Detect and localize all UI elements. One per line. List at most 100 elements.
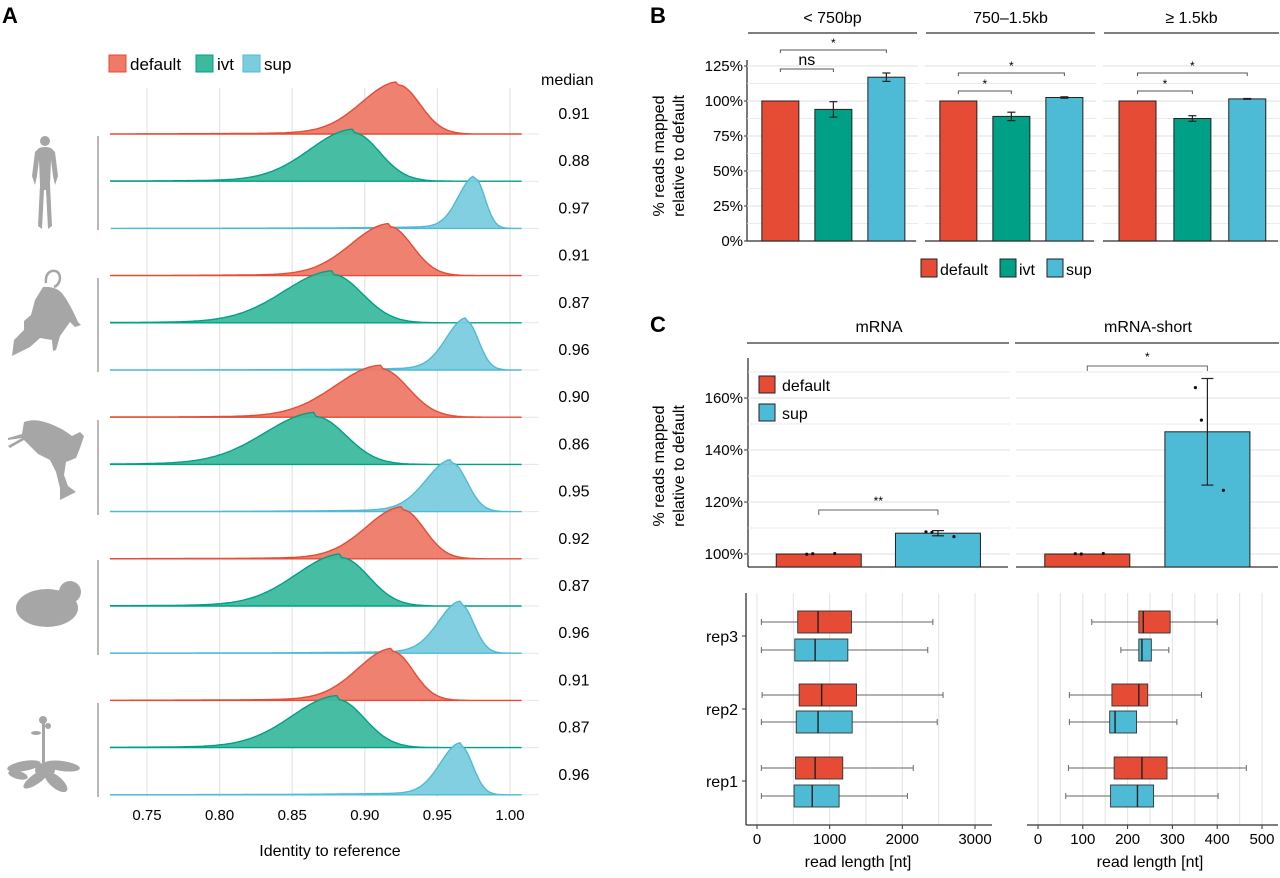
legend-swatch-sup [758,403,776,422]
replicate-point [805,552,809,556]
box-rep3-sup [794,638,849,662]
bar-default [1044,553,1131,568]
box-rep2-sup [795,710,853,734]
panel-c-bar-plot: 100% 120% 140% 160% mRNA ** mRNA-short * [705,319,1280,568]
density-ridge-frog-ivt [110,411,522,466]
box-rep3-default [797,610,852,634]
panel-c-legend: default sup [758,375,831,423]
box-rep3-sup [1138,638,1152,662]
density-ridge-plant-ivt [110,694,522,749]
significance-label: * [1009,59,1014,73]
replicate-point [1073,552,1077,556]
replicate-point [1079,552,1083,556]
significance-label: * [1145,350,1150,364]
x-tick-label: 500 [1249,831,1274,848]
significance-bracket [818,509,939,515]
median-value: 0.91 [558,248,589,265]
bar-ivt [992,115,1031,242]
bar-default [775,553,862,568]
y-tick-label: 75% [713,128,743,145]
legend-label-ivt: ivt [217,55,234,74]
facet-strip-label: mRNA-short [1104,319,1193,336]
box-rep1-default [795,756,844,780]
panel-c-boxplots: rep3 rep2 rep1 0 1000 2000 3000 0 100 200 300 400 50… [706,593,1278,848]
legend-label-default: default [782,378,831,395]
x-tick-label: 0.90 [350,807,379,824]
median-value: 0.86 [558,436,589,453]
density-ridge-yeast-default [110,506,522,560]
median-value: 0.91 [558,106,589,123]
replicate-point [833,551,837,556]
median-value: 0.95 [558,484,589,501]
panel-b: B % reads mapped relative to default 0% 2… [650,3,1280,279]
density-ridge-mouse-ivt [110,270,522,324]
bar-sup [867,76,906,242]
panel-c-x-axis-title-2: read length [nt] [1097,854,1204,871]
significance-bracket [1086,365,1208,371]
x-tick-label: 1.00 [495,807,524,824]
bar-sup [1228,98,1267,242]
significance-bracket [1137,72,1248,76]
bar-ivt [814,108,853,242]
replicate-point [930,530,934,535]
median-value: 0.87 [558,578,589,595]
median-value: 0.91 [558,672,589,689]
legend-swatch-default [108,54,127,73]
mouse-icon [12,269,81,356]
bar-default [761,100,800,242]
density-ridge-mouse-default [110,222,522,277]
replicate-point [1221,488,1225,492]
density-ridge-human-ivt [110,128,522,182]
legend-swatch-sup [242,54,261,73]
legend-swatch-default [758,375,776,394]
replicate-point [952,534,956,539]
significance-label: * [983,77,988,91]
legend-swatch-sup [1046,258,1064,278]
panel-a-x-axis-title: Identity to reference [259,843,401,860]
legend-swatch-ivt [195,54,214,73]
legend-label-sup: sup [264,55,291,74]
facet-strip-label: mRNA [855,319,902,336]
human-icon [32,136,58,229]
y-tick-label: 140% [705,442,743,459]
panel-b-legend: default ivt sup [920,258,1092,279]
y-tick-label: 50% [713,163,743,180]
x-tick-label: 0.80 [205,807,234,824]
box-rep1-sup [1110,784,1155,808]
y-category-label: rep3 [706,629,738,646]
legend-swatch-ivt [999,258,1017,278]
panel-b-label: B [650,3,666,28]
bar-default [939,100,978,242]
y-tick-label: 120% [705,494,743,511]
panel-c-x-axis-title-1: read length [nt] [805,854,912,871]
density-ridge-yeast-sup [110,600,522,654]
significance-label: * [831,36,836,50]
y-tick-label: 25% [713,198,743,215]
y-tick-label: 0% [721,233,743,250]
panel-b-plot: 0% 25% 50% 75% 100% 125% < 750bp ns * 750–1.5kb * *… [705,10,1280,250]
box-rep1-default [1113,756,1168,780]
panel-a-x-ticks: 0.75 0.80 0.85 0.90 0.95 1.00 [132,807,524,824]
legend-label-default: default [130,55,181,74]
facet-strip-label: 750–1.5kb [973,10,1048,27]
significance-bracket [957,72,1065,76]
y-category-label: rep1 [706,774,738,791]
y-category-label: rep2 [706,702,738,719]
y-tick-label: 100% [705,93,743,110]
bar-sup [1045,97,1084,242]
significance-bracket [779,49,887,53]
replicate-point [1193,386,1197,390]
significance-label: * [1190,59,1195,73]
x-tick-label: 0.75 [132,807,161,824]
x-tick-label: 100 [1070,831,1095,848]
box-rep2-default [1111,683,1149,707]
median-value: 0.92 [558,531,589,548]
density-ridge-frog-sup [110,458,522,513]
legend-label-ivt: ivt [1019,262,1036,279]
panel-c-label: C [650,312,666,337]
legend-label-sup: sup [1066,262,1092,279]
median-value: 0.96 [558,625,589,642]
panel-c: C % reads mapped relative to default 100… [650,312,1280,871]
legend-swatch-default [920,258,938,278]
